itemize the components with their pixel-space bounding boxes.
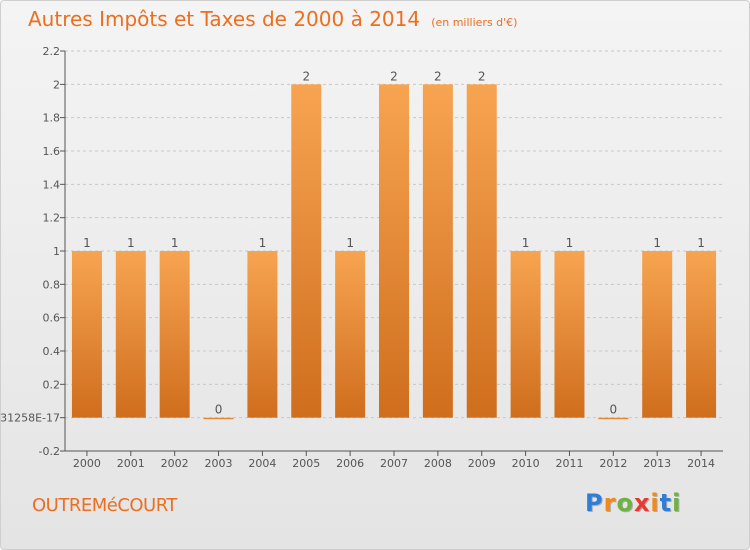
logo-letter: x — [633, 489, 651, 517]
bar[interactable] — [291, 84, 322, 418]
y-tick-label: 2 — [53, 78, 60, 91]
x-tick-label: 2001 — [117, 457, 145, 470]
bar[interactable] — [554, 251, 585, 418]
bar[interactable] — [510, 251, 541, 418]
data-label: 1 — [566, 236, 574, 250]
x-tick-label: 2009 — [468, 457, 496, 470]
bar[interactable] — [247, 251, 278, 418]
data-label: 2 — [434, 69, 442, 83]
x-tick-label: 2002 — [161, 457, 189, 470]
y-tick-label: 2.2 — [43, 45, 61, 58]
bar[interactable] — [335, 251, 366, 418]
y-tick-label: 1 — [53, 245, 60, 258]
x-tick-label: 2013 — [643, 457, 671, 470]
x-tick-label: 2000 — [73, 457, 101, 470]
bar[interactable] — [379, 84, 409, 418]
chart-heading: Autres Impôts et Taxes de 2000 à 2014 (e… — [28, 7, 517, 31]
chart-title: Autres Impôts et Taxes de 2000 à 2014 — [28, 7, 421, 31]
data-label: 1 — [346, 236, 354, 250]
bar[interactable] — [422, 84, 453, 418]
data-label: 2 — [302, 69, 310, 83]
logo-letter: r — [603, 489, 617, 517]
bar[interactable] — [466, 84, 497, 418]
bar[interactable] — [203, 417, 234, 420]
y-tick-label: 0.4 — [43, 345, 61, 358]
y-tick-label: 1.4 — [43, 178, 61, 191]
y-tick-label: 1.2 — [43, 212, 61, 225]
x-tick-label: 2012 — [599, 457, 627, 470]
x-tick-label: 2008 — [424, 457, 452, 470]
x-tick-label: 2014 — [687, 457, 715, 470]
proxiti-logo[interactable]: Proxiti — [585, 489, 681, 517]
y-tick-label: 0.8 — [43, 278, 61, 291]
y-tick-label: 0.2 — [43, 378, 61, 391]
y-tick-label: -5.5511151231258E-17 — [1, 412, 60, 425]
x-tick-label: 2006 — [336, 457, 364, 470]
x-tick-label: 2007 — [380, 457, 408, 470]
x-tick-label: 2005 — [292, 457, 320, 470]
bar[interactable] — [115, 251, 146, 418]
y-tick-label: 1.8 — [43, 112, 61, 125]
bar[interactable] — [686, 251, 717, 418]
y-tick-label: 0.6 — [43, 312, 61, 325]
bar[interactable] — [598, 417, 629, 420]
data-label: 2 — [478, 69, 486, 83]
x-tick-label: 2011 — [555, 457, 583, 470]
data-label: 1 — [522, 236, 530, 250]
data-label: 0 — [215, 403, 223, 417]
x-tick-label: 2010 — [512, 457, 540, 470]
bar[interactable] — [642, 251, 673, 418]
y-tick-label: -0.2 — [39, 445, 60, 458]
data-label: 1 — [259, 236, 267, 250]
logo-letter: i — [672, 489, 682, 517]
bar[interactable] — [159, 251, 190, 418]
logo-letter: o — [616, 489, 634, 517]
data-label: 1 — [171, 236, 179, 250]
data-label: 0 — [610, 403, 618, 417]
data-label: 2 — [390, 69, 398, 83]
x-tick-label: 2003 — [205, 457, 233, 470]
y-tick-label: 1.6 — [43, 145, 61, 158]
logo-letter: t — [659, 489, 673, 517]
logo-letter: P — [585, 489, 604, 517]
data-label: 1 — [653, 236, 661, 250]
commune-name: OUTREMéCOURT — [32, 495, 177, 516]
data-label: 1 — [83, 236, 91, 250]
chart-subtitle: (en milliers d'€) — [431, 16, 518, 29]
bar[interactable] — [71, 251, 102, 418]
data-label: 1 — [697, 236, 705, 250]
data-label: 1 — [127, 236, 135, 250]
logo-letter: i — [650, 489, 660, 517]
x-tick-label: 2004 — [248, 457, 276, 470]
